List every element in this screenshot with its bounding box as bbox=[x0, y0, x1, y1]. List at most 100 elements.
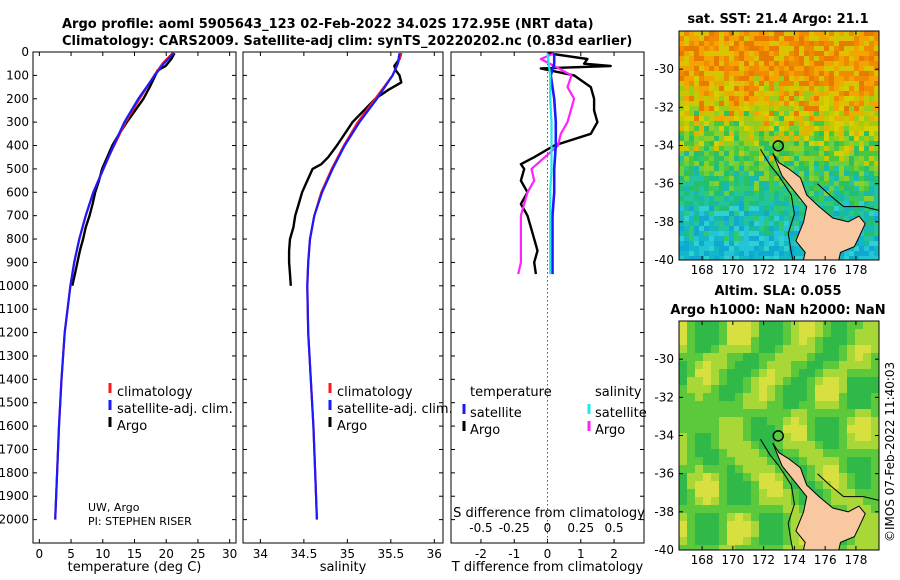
x-axis-label: salinity bbox=[320, 560, 367, 575]
sla-map-subtitle: Argo h1000: NaN h2000: NaN bbox=[670, 303, 885, 318]
map-y-tick-label: -38 bbox=[654, 215, 674, 229]
map-x-tick-label: 170 bbox=[721, 553, 744, 567]
x-tick-label: 25 bbox=[190, 547, 205, 561]
x-tick-top-label: 0.25 bbox=[567, 521, 594, 535]
sla-map: 168 170 172 174 176 178 -30 -32 -34 -36 -38 -40 bbox=[654, 320, 880, 567]
panel-temperature: 0 5 10 15 20 25 300100200300400500600700800900… bbox=[0, 45, 237, 575]
y-tick-label: 400 bbox=[6, 139, 29, 153]
x-tick-label: 0 bbox=[36, 547, 44, 561]
sst-map-title: sat. SST: 21.4 Argo: 21.1 bbox=[687, 12, 868, 27]
map-x-tick-label: 172 bbox=[752, 553, 775, 567]
y-tick-label: 900 bbox=[6, 255, 29, 269]
bathymetry-contour bbox=[817, 473, 879, 501]
x-axis-label: temperature (deg C) bbox=[68, 560, 202, 575]
map-y-tick-label: -34 bbox=[654, 429, 674, 443]
y-tick-label: 1800 bbox=[0, 466, 29, 480]
y-tick-label: 1500 bbox=[0, 396, 29, 410]
y-tick-label: 600 bbox=[6, 185, 29, 199]
bathymetry-contour bbox=[760, 149, 795, 260]
y-tick-label: 200 bbox=[6, 92, 29, 106]
x-tick-label: 34 bbox=[253, 547, 268, 561]
map-x-tick-label: 172 bbox=[752, 263, 775, 277]
y-tick-label: 1700 bbox=[0, 442, 29, 456]
y-tick-label: 0 bbox=[21, 45, 29, 59]
legend-label: satellite-adj. clim. bbox=[337, 402, 453, 417]
timestamp: ©IMOS 07-Feb-2022 11:40:03 bbox=[883, 362, 897, 542]
sst-map: 168 170 172 174 176 178 -30 -32 -34 -36 -38 -40 bbox=[654, 30, 880, 277]
y-tick-label: 1600 bbox=[0, 419, 29, 433]
map-y-tick-label: -34 bbox=[654, 139, 674, 153]
y-tick-label: 1900 bbox=[0, 489, 29, 503]
map-field bbox=[679, 31, 879, 260]
series-satellite-adj--clim- bbox=[54, 52, 175, 520]
float-location-marker bbox=[772, 430, 784, 442]
map-y-tick-label: -38 bbox=[654, 505, 674, 519]
x-tick-label: 36 bbox=[427, 547, 442, 561]
legend-label: satellite-adj. clim. bbox=[117, 402, 233, 417]
note-line-1: UW, Argo bbox=[88, 501, 140, 514]
map-x-tick-label: 178 bbox=[844, 263, 867, 277]
y-tick-label: 1100 bbox=[0, 302, 29, 316]
y-tick-label: 800 bbox=[6, 232, 29, 246]
x-tick-label: 2 bbox=[610, 547, 618, 561]
map-x-tick-label: 176 bbox=[814, 263, 837, 277]
legend-title-salinity: salinity bbox=[595, 385, 642, 400]
series-satellite-adj--clim- bbox=[306, 53, 401, 520]
header-line-2: Climatology: CARS2009. Satellite-adj cli… bbox=[62, 34, 632, 49]
series-t-satellite bbox=[549, 53, 558, 275]
legend-label: Argo bbox=[595, 423, 625, 438]
map-y-tick-label: -40 bbox=[654, 253, 674, 267]
map-y-tick-label: -40 bbox=[654, 543, 674, 557]
map-y-tick-label: -36 bbox=[654, 177, 674, 191]
note-line-2: PI: STEPHEN RISER bbox=[88, 515, 192, 528]
float-location-marker bbox=[772, 140, 784, 152]
x-tick-label: 34.5 bbox=[291, 547, 318, 561]
land-new-zealand bbox=[772, 152, 866, 260]
bathymetry-contour bbox=[760, 439, 795, 550]
map-x-tick-label: 174 bbox=[783, 263, 806, 277]
map-y-tick-label: -32 bbox=[654, 100, 674, 114]
x-tick-label: 35 bbox=[340, 547, 355, 561]
x-tick-label: 5 bbox=[67, 547, 75, 561]
land-new-zealand bbox=[772, 442, 866, 550]
x-axis-label-top: S difference from climatology bbox=[453, 506, 645, 521]
x-tick-top-label: -0.25 bbox=[499, 521, 530, 535]
map-y-tick-label: -30 bbox=[654, 352, 674, 366]
x-tick-label: 15 bbox=[127, 547, 142, 561]
legend-label: Argo bbox=[470, 423, 500, 438]
sla-map-title: Altim. SLA: 0.055 bbox=[715, 284, 842, 299]
x-tick-top-label: 0 bbox=[544, 521, 552, 535]
map-x-tick-label: 170 bbox=[721, 263, 744, 277]
series-s-satellite bbox=[546, 53, 553, 275]
map-y-tick-label: -36 bbox=[654, 467, 674, 481]
x-tick-top-label: 0.5 bbox=[605, 521, 624, 535]
x-tick-label: 10 bbox=[95, 547, 110, 561]
x-tick-top-label: -0.5 bbox=[469, 521, 492, 535]
map-x-tick-label: 178 bbox=[844, 553, 867, 567]
y-tick-label: 1400 bbox=[0, 372, 29, 386]
y-tick-label: 1200 bbox=[0, 326, 29, 340]
map-y-tick-label: -32 bbox=[654, 390, 674, 404]
legend-label: Argo bbox=[117, 419, 147, 434]
y-tick-label: 2000 bbox=[0, 513, 29, 527]
x-tick-label: 35.5 bbox=[377, 547, 404, 561]
panel-frame bbox=[242, 51, 444, 544]
series-argo bbox=[287, 52, 403, 286]
panel-difference: -2 -1 0 1 2T difference from climatology -0.5… bbox=[450, 51, 647, 575]
legend-label: climatology bbox=[337, 385, 413, 400]
x-tick-label: -1 bbox=[508, 547, 520, 561]
y-tick-label: 300 bbox=[6, 115, 29, 129]
header-line-1: Argo profile: aoml 5905643_123 02-Feb-20… bbox=[62, 17, 594, 32]
y-tick-label: 700 bbox=[6, 209, 29, 223]
map-x-tick-label: 168 bbox=[691, 553, 714, 567]
map-x-tick-label: 168 bbox=[691, 263, 714, 277]
map-x-tick-label: 174 bbox=[783, 553, 806, 567]
map-x-tick-label: 176 bbox=[814, 553, 837, 567]
x-tick-label: 20 bbox=[159, 547, 174, 561]
y-tick-label: 500 bbox=[6, 162, 29, 176]
x-tick-label: 30 bbox=[222, 547, 237, 561]
y-tick-label: 1300 bbox=[0, 349, 29, 363]
x-tick-label: 1 bbox=[577, 547, 585, 561]
legend-label: Argo bbox=[337, 419, 367, 434]
